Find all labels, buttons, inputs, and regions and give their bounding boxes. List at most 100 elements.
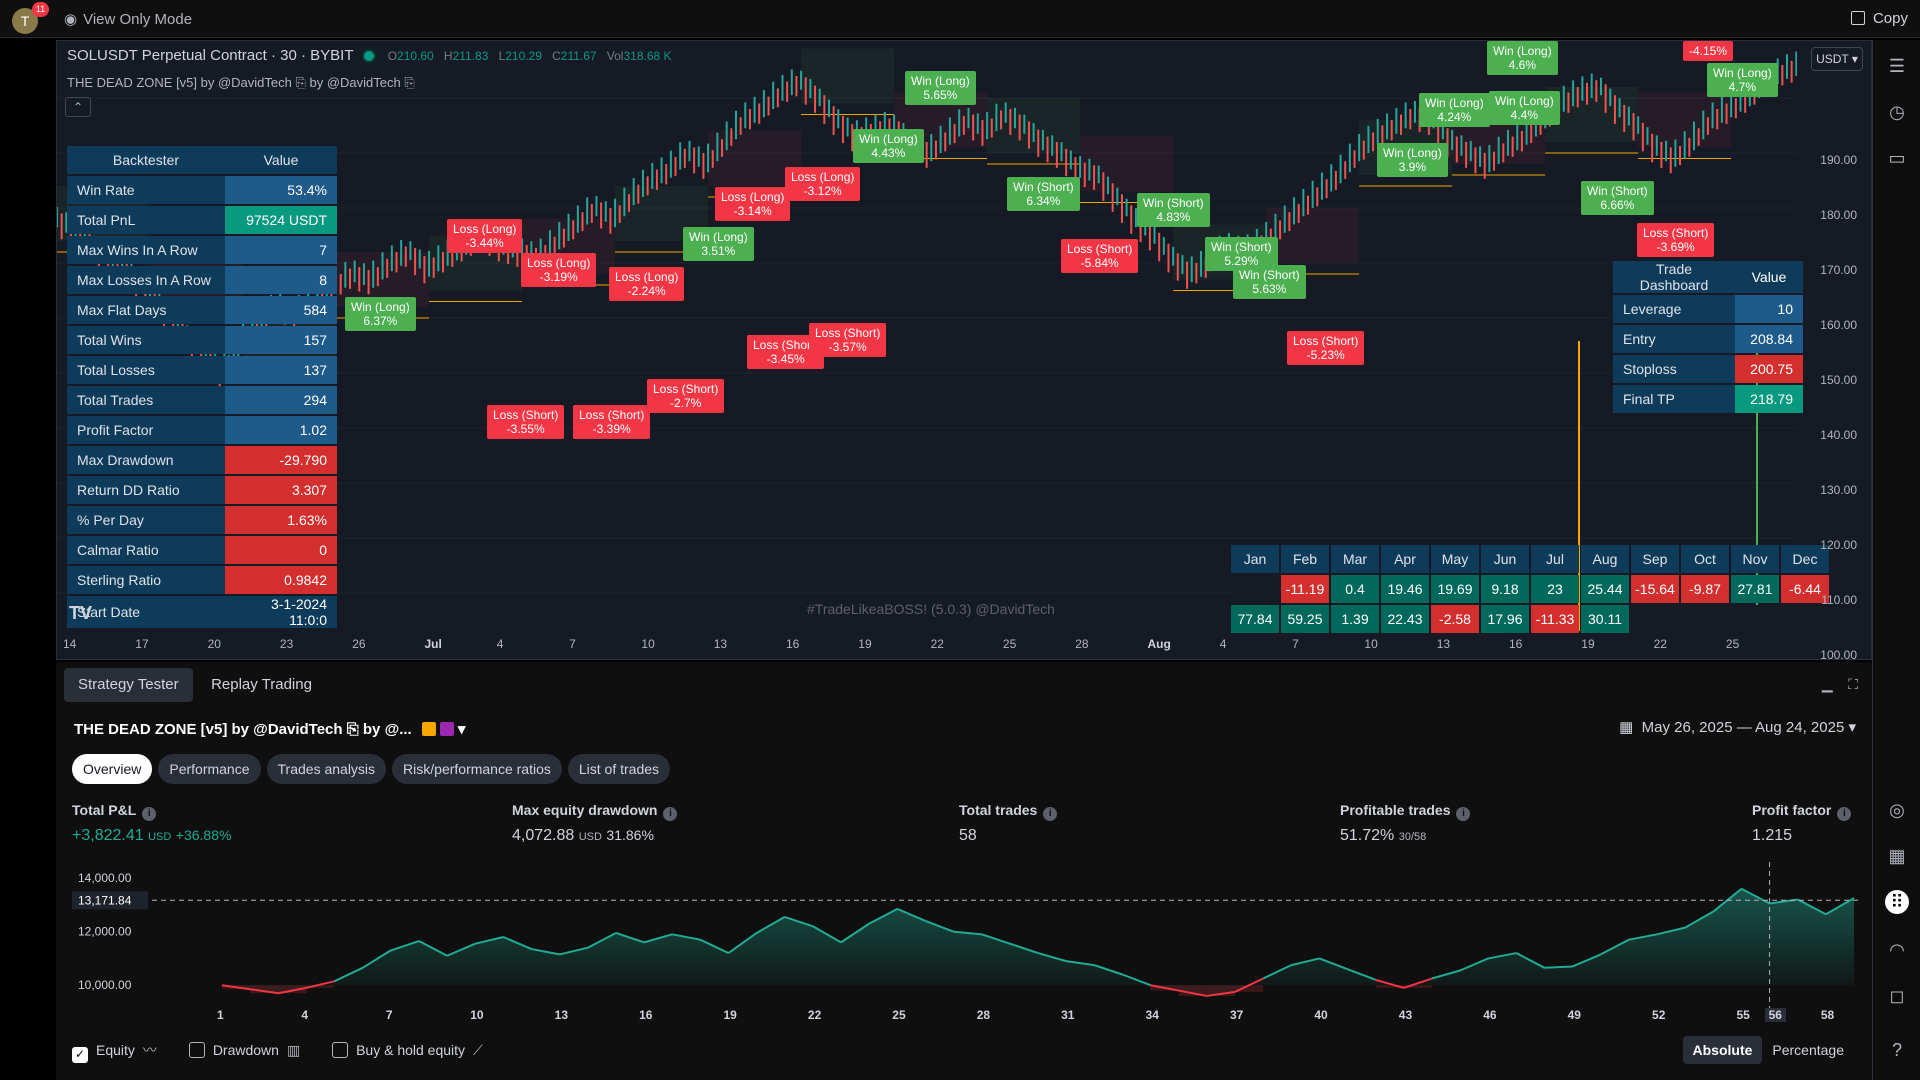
collapse-legend-button[interactable]: ⌃ <box>65 97 91 117</box>
absolute-button[interactable]: Absolute <box>1682 1036 1763 1064</box>
subtab-list-of-trades[interactable]: List of trades <box>567 754 671 784</box>
month-cell: -11.19 <box>1281 575 1329 603</box>
trade-zone <box>1266 208 1360 263</box>
metric-value: 4,072.88 <box>512 827 575 844</box>
dashboard-row: Leverage 10 <box>1613 295 1803 323</box>
equity-x-tick: 22 <box>807 1008 822 1022</box>
maximize-icon[interactable]: ⛶ <box>1848 676 1858 692</box>
strategy-title[interactable]: THE DEAD ZONE [v5] by @DavidTech ⎘ by @.… <box>74 720 465 738</box>
metric-value: 51.72% <box>1340 827 1395 844</box>
info-icon[interactable]: i <box>1456 807 1471 821</box>
drawdown-toggle[interactable]: Drawdown ▥ <box>188 1042 300 1059</box>
metric-label: Profit factor <box>1752 802 1832 818</box>
currency-select[interactable]: USDT ▾ <box>1811 47 1863 71</box>
apps-grid-icon[interactable]: ⠿ <box>1885 890 1909 914</box>
equity-toggle[interactable]: ✓ Equity 〰 <box>72 1040 157 1063</box>
symbol-title[interactable]: SOLUSDT Perpetual Contract · 30 · BYBIT <box>67 47 354 64</box>
backtester-row: Total Trades 294 <box>67 386 337 414</box>
info-icon[interactable]: i <box>142 807 157 821</box>
chat-icon[interactable]: ▭ <box>1888 148 1906 168</box>
feed-icon[interactable]: ◠ <box>1889 940 1905 960</box>
equity-point <box>1684 910 1714 929</box>
equity-point <box>672 933 701 941</box>
metric-label: Total trades <box>959 802 1038 818</box>
info-icon[interactable]: i <box>1043 807 1058 821</box>
chevron-down-icon[interactable]: ▾ <box>457 721 466 738</box>
equity-point <box>981 933 1011 945</box>
subtab-performance[interactable]: Performance <box>158 754 261 784</box>
equity-x-tick: 7 <box>385 1008 393 1022</box>
percentage-button[interactable]: Percentage <box>1772 1042 1844 1058</box>
metric-unit: 30/58 <box>1398 831 1427 843</box>
trade-label: Win (Long) 3.51% <box>683 227 754 261</box>
price-axis[interactable]: 190.00 180.00 170.00 160.00 150.00 140.00 130.… <box>1795 41 1871 659</box>
buy-hold-toggle-label: Buy & hold equity <box>356 1042 466 1058</box>
copy-button[interactable]: Copy <box>1850 10 1908 27</box>
tab-replay-trading[interactable]: Replay Trading <box>211 676 312 693</box>
subtab-overview[interactable]: Overview <box>72 754 153 784</box>
month-cell: 1.39 <box>1331 605 1379 633</box>
time-axis[interactable]: 14 17 20 23 26 Jul 4 7 10 13 16 19 22 25 28 Aug 4 7 10 13 16… <box>57 637 1797 659</box>
price-chart[interactable]: SOLUSDT Perpetual Contract · 30 · BYBIT … <box>56 40 1872 660</box>
trade-label: Win (Long) 4.43% <box>853 129 924 163</box>
backtester-row: Max Flat Days 584 <box>67 296 337 324</box>
price-tick: 110.00 <box>1821 593 1857 607</box>
tab-strategy-tester[interactable]: Strategy Tester <box>64 668 193 702</box>
row-value: 1.63% <box>225 506 337 534</box>
month-cell <box>1231 575 1279 603</box>
minimize-icon[interactable]: ▁ <box>1821 676 1833 692</box>
drawdown-fill <box>1375 985 1404 988</box>
equity-point <box>1797 898 1827 916</box>
row-value: 137 <box>225 356 337 384</box>
watchlist-icon[interactable]: ☰ <box>1888 56 1906 76</box>
trade-label: Win (Long) 4.4% <box>1489 91 1560 125</box>
help-icon[interactable]: ? <box>1891 1040 1902 1060</box>
price-tick: 160.00 <box>1820 318 1857 332</box>
equity-chart[interactable]: 14,000.00 12,000.00 10,000.00 13,171.84 <box>72 862 1862 1012</box>
equity-point <box>1375 978 1405 989</box>
alert-clock-icon[interactable]: ◷ <box>1889 102 1905 122</box>
row-label: Total Trades <box>67 386 225 414</box>
target-icon[interactable]: ◎ <box>1889 800 1905 820</box>
equity-point <box>249 988 279 995</box>
month-header: Mar <box>1331 545 1379 573</box>
trade-label: -4.15% <box>1683 41 1734 61</box>
monthly-header: Jan Feb Mar Apr May Jun Jul Aug Sep Oct Nov Dec <box>1231 545 1829 573</box>
panel-tabs: Strategy Tester Replay Trading <box>64 668 326 704</box>
indicator-title[interactable]: THE DEAD ZONE [v5] by @DavidTech ⎘ by @D… <box>67 75 415 90</box>
calendar-icon[interactable]: ▦ <box>1888 846 1906 866</box>
row-label: Profit Factor <box>67 416 225 444</box>
time-tick: 25 <box>1002 637 1017 651</box>
month-cell: 59.25 <box>1281 605 1329 633</box>
metric-label: Profitable trades <box>1340 802 1451 818</box>
drawdown-fill <box>306 985 335 988</box>
subtab-trades-analysis[interactable]: Trades analysis <box>266 754 387 784</box>
row-value: -29.790 <box>225 446 337 474</box>
calendar-icon: ▦ <box>1619 719 1634 736</box>
header-cell: Trade Dashboard <box>1613 261 1735 293</box>
trade-label: Loss (Long) -3.44% <box>447 219 523 253</box>
trade-label: Loss (Long) -3.14% <box>715 187 791 221</box>
notifications-icon[interactable]: ◻ <box>1889 986 1905 1006</box>
checkbox-icon <box>332 1042 349 1058</box>
row-label: Final TP <box>1613 385 1735 413</box>
info-icon[interactable]: i <box>663 807 678 821</box>
metric-unit: USD <box>578 831 602 843</box>
row-label: Calmar Ratio <box>67 536 225 564</box>
month-header: Aug <box>1581 545 1629 573</box>
month-cell: -11.33 <box>1531 605 1579 633</box>
equity-x-tick: 46 <box>1483 1008 1497 1022</box>
date-range-picker[interactable]: ▦ May 26, 2025 — Aug 24, 2025 ▾ <box>1619 719 1856 736</box>
ohlc-open-label: O <box>387 49 398 63</box>
ohlc-open: 210.60 <box>397 49 434 63</box>
month-header: Sep <box>1631 545 1679 573</box>
top-bar: T 11 ◉ View Only Mode Copy <box>0 0 1920 38</box>
backtester-row: % Per Day 1.63% <box>67 506 337 534</box>
info-icon[interactable]: i <box>1837 807 1852 821</box>
subtab-risk-ratios[interactable]: Risk/performance ratios <box>392 754 562 784</box>
equity-x-tick: 19 <box>723 1008 737 1022</box>
equity-point <box>925 919 954 933</box>
equity-point <box>1009 942 1039 955</box>
drawdown-fill <box>1234 985 1264 992</box>
buy-hold-toggle[interactable]: Buy & hold equity ⟋ <box>332 1042 483 1059</box>
